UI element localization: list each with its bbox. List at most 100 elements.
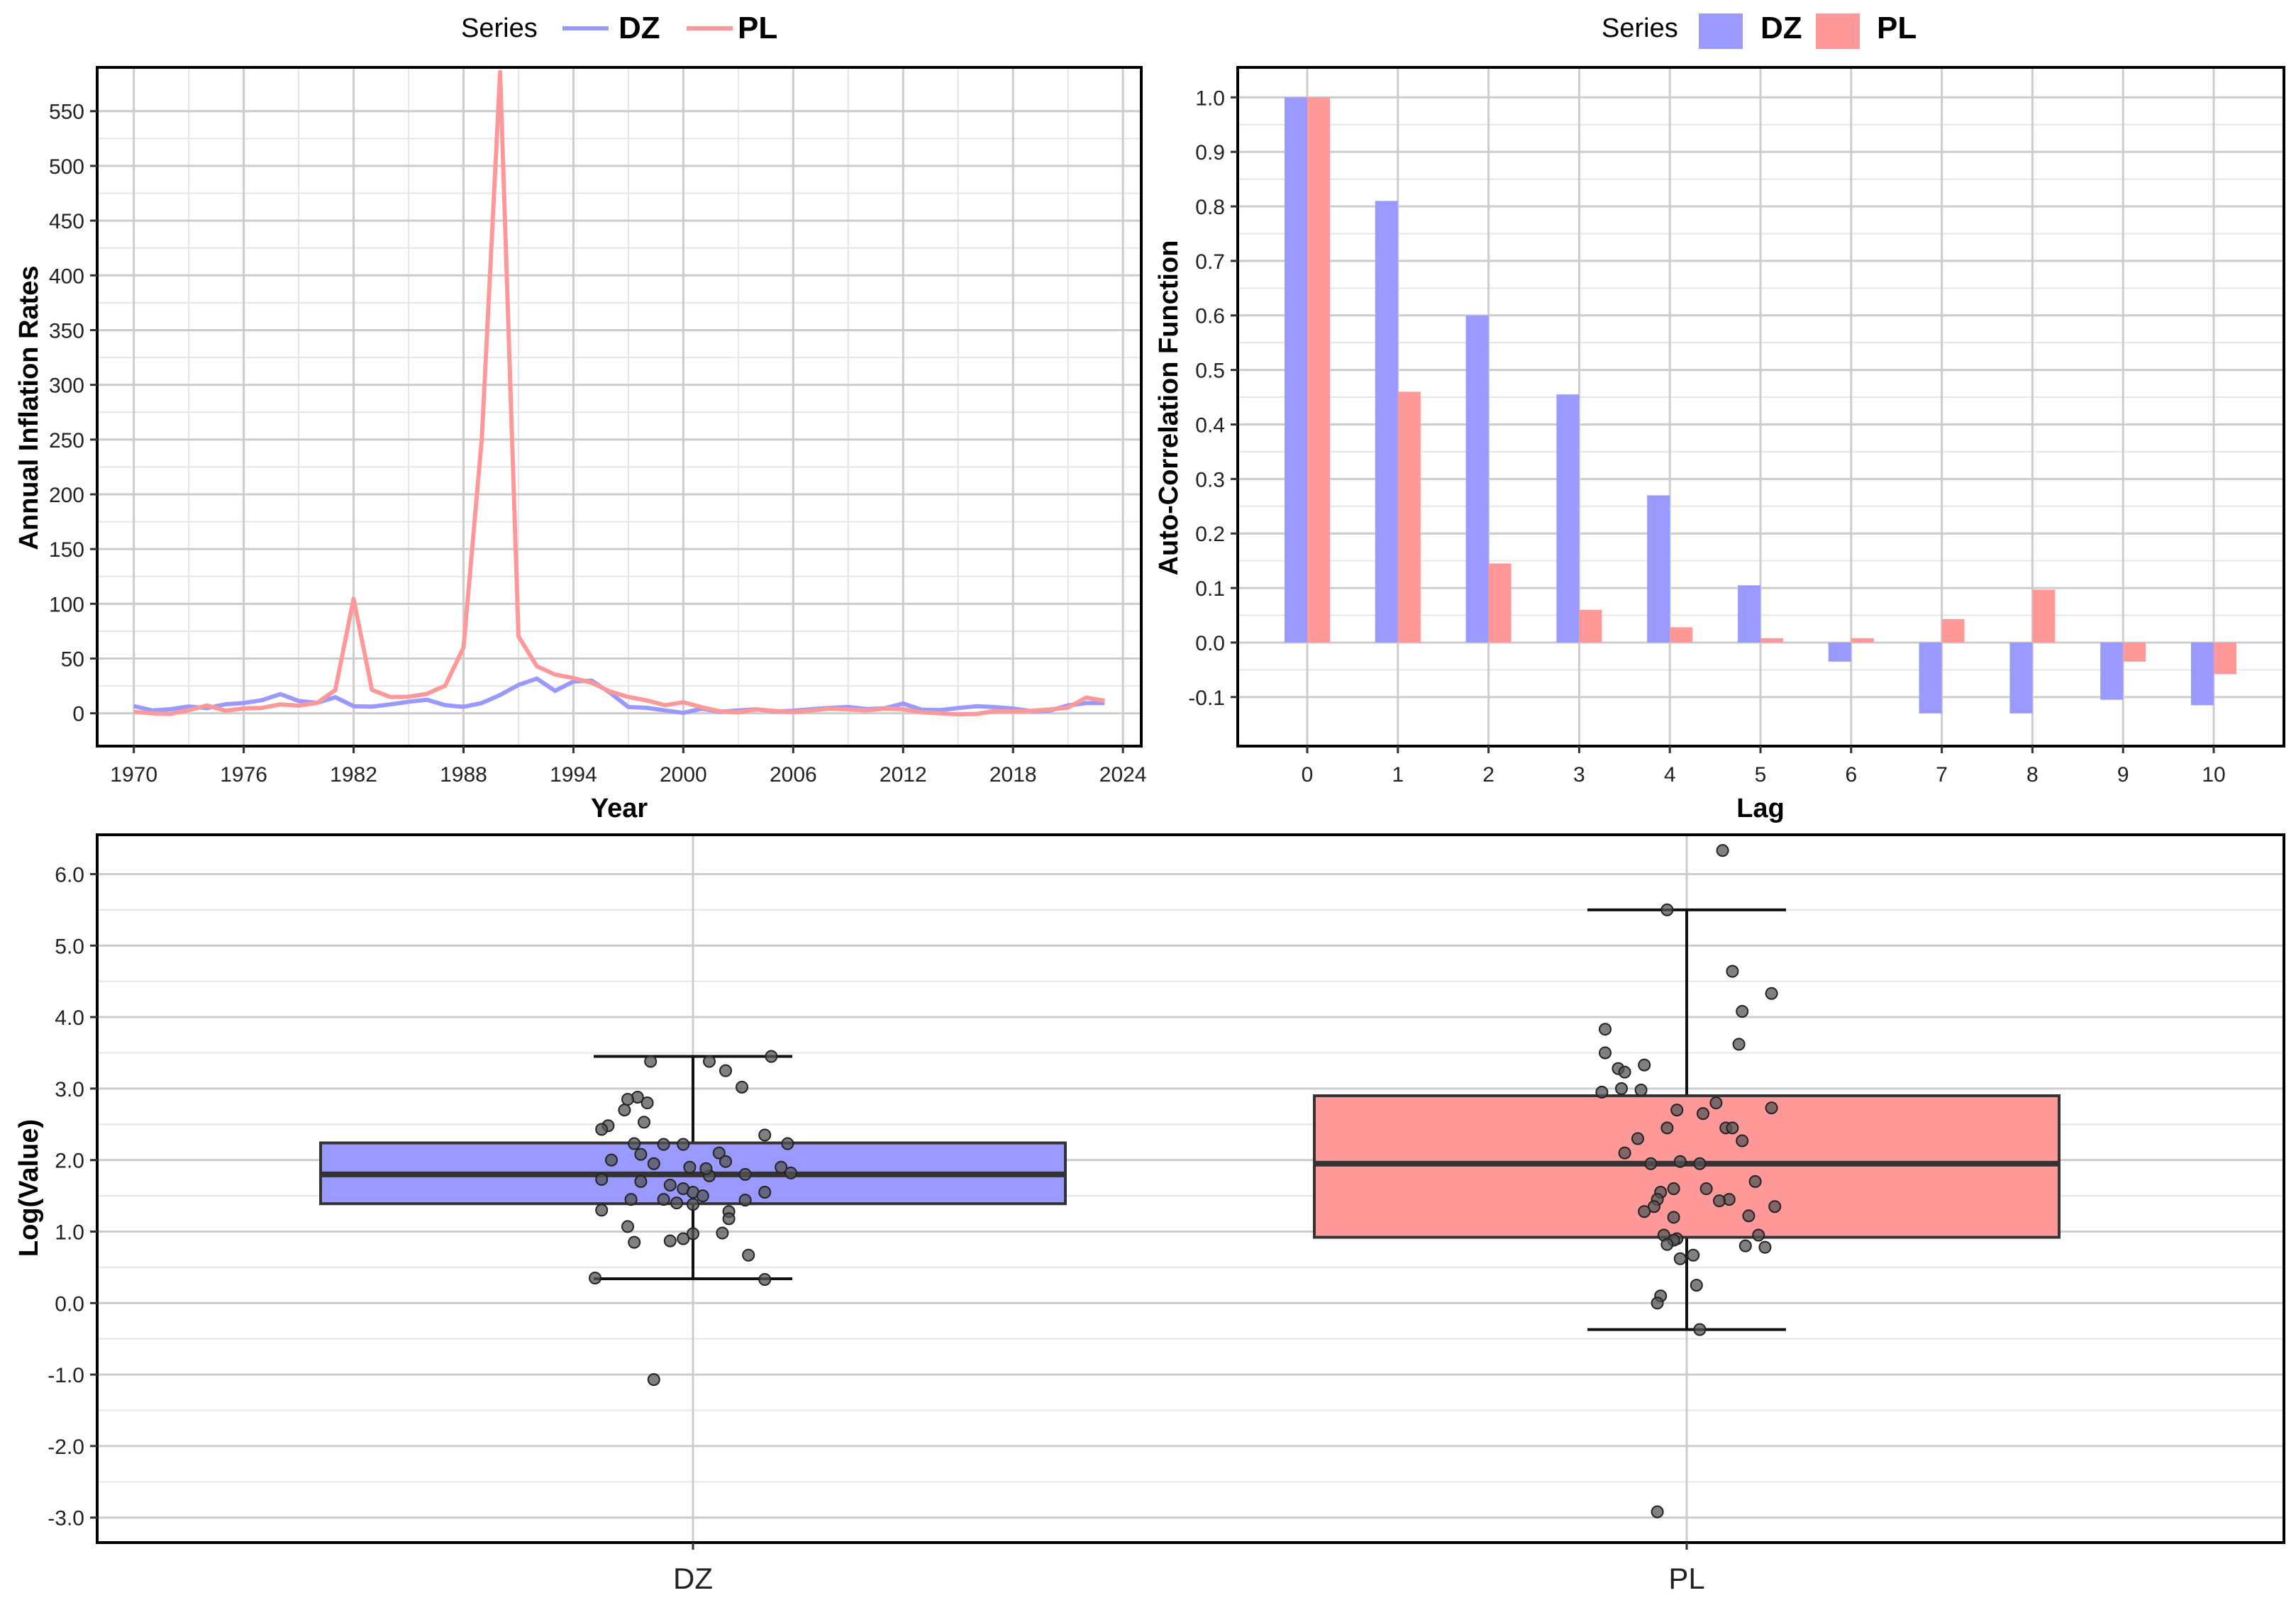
box-point-pl <box>1687 1248 1700 1262</box>
box-x-tick-label: DZ <box>673 1562 713 1595</box>
acf-y-tick-label: 0.9 <box>1195 141 1225 165</box>
box-point-dz <box>775 1160 788 1174</box>
acf-bar-pl <box>1397 391 1421 643</box>
acf-y-tick-label: 0.7 <box>1195 250 1225 274</box>
box-point-dz <box>677 1232 690 1245</box>
line-chart-x-label: Year <box>591 794 648 823</box>
line-chart-y-ticks: 0 50 100 150 200 250 300 350 400 450 500 550 <box>49 101 97 726</box>
acf-chart-bars <box>1285 97 2236 713</box>
line-x-tick-label: 1988 <box>440 763 487 787</box>
box-point-dz <box>621 1220 634 1233</box>
line-chart-series <box>133 70 1105 717</box>
box-point-pl <box>1765 987 1778 1000</box>
box-body-pl <box>1313 1094 2061 1239</box>
box-y-tick-label: 2.0 <box>55 1150 84 1173</box>
acf-x-tick-label: 2 <box>1482 763 1494 787</box>
line-x-tick-label: 1994 <box>550 763 597 787</box>
box-point-pl <box>1716 844 1729 857</box>
line-x-tick-label: 2000 <box>660 763 707 787</box>
box-plot-boxes <box>319 908 2061 1331</box>
line-legend-pl-label: PL <box>738 11 777 45</box>
line-y-tick-label: 500 <box>49 155 84 179</box>
box-point-pl <box>1631 1132 1644 1145</box>
box-point-dz <box>624 1193 638 1206</box>
acf-y-tick-label: 0.4 <box>1195 413 1225 437</box>
box-point-pl <box>1618 1146 1631 1160</box>
box-point-pl <box>1709 1096 1723 1110</box>
box-point-dz <box>595 1123 609 1136</box>
box-point-pl <box>1599 1023 1612 1036</box>
box-point-pl <box>1768 1200 1782 1214</box>
acf-x-tick-label: 4 <box>1664 763 1676 787</box>
box-point-pl <box>1651 1296 1664 1310</box>
acf-bar-pl <box>1488 563 1512 643</box>
acf-y-tick-label: 0.2 <box>1195 523 1225 546</box>
acf-bar-dz <box>1465 315 1489 643</box>
box-point-pl <box>1660 903 1674 916</box>
acf-y-tick-label: 0.1 <box>1195 577 1225 601</box>
acf-bar-pl <box>1941 618 1965 643</box>
box-point-dz <box>628 1235 641 1249</box>
line-y-tick-label: 450 <box>49 210 84 233</box>
box-point-pl <box>1638 1205 1651 1218</box>
box-point-pl <box>1673 1155 1687 1168</box>
box-point-dz <box>712 1146 726 1160</box>
box-plot-points <box>589 844 1782 1518</box>
box-point-dz <box>736 1080 748 1094</box>
acf-bar-pl <box>1579 609 1602 643</box>
box-point-pl <box>1726 965 1739 978</box>
box-point-dz <box>663 1178 677 1192</box>
line-chart-frame <box>96 66 1143 748</box>
box-point-dz <box>628 1137 641 1150</box>
box-point-dz <box>687 1227 699 1240</box>
acf-bar-dz <box>1828 642 1851 662</box>
line-y-tick-label: 550 <box>49 101 84 124</box>
acf-bar-dz <box>2191 642 2214 706</box>
line-y-tick-label: 200 <box>49 484 84 507</box>
line-legend-title: Series <box>461 13 538 43</box>
acf-bar-dz <box>1919 642 1942 713</box>
acf-bar-dz <box>2100 642 2124 700</box>
box-point-pl <box>1699 1182 1713 1195</box>
box-point-pl <box>1726 1121 1739 1135</box>
box-point-dz <box>663 1234 677 1248</box>
acf-bar-pl <box>2214 642 2236 674</box>
box-point-dz <box>758 1186 772 1199</box>
box-point-dz <box>618 1104 631 1117</box>
acf-x-tick-label: 1 <box>1392 763 1404 787</box>
acf-bar-dz <box>1647 495 1670 643</box>
box-y-tick-label: -1.0 <box>48 1364 84 1387</box>
acf-y-tick-label: 0.6 <box>1195 305 1225 328</box>
line-x-tick-label: 1970 <box>110 763 157 787</box>
box-point-pl <box>1660 1238 1674 1251</box>
acf-x-tick-label: 9 <box>2117 763 2129 787</box>
acf-bar-dz <box>1738 585 1760 643</box>
acf-bar-pl <box>1760 638 1783 643</box>
box-x-tick-label: PL <box>1668 1562 1704 1595</box>
box-y-tick-label: -3.0 <box>48 1507 84 1531</box>
line-chart-y-label: Annual Inflation Rates <box>14 265 44 550</box>
box-point-pl <box>1673 1252 1687 1265</box>
box-point-dz <box>640 1096 654 1110</box>
box-point-pl <box>1748 1174 1762 1188</box>
box-point-pl <box>1738 1239 1752 1253</box>
acf-bar-dz <box>2009 642 2033 713</box>
line-x-tick-label: 1982 <box>330 763 377 787</box>
box-y-tick-label: 1.0 <box>55 1221 84 1244</box>
box-point-pl <box>1667 1182 1680 1195</box>
box-point-pl <box>1736 1004 1749 1018</box>
box-point-dz <box>719 1155 732 1168</box>
box-point-pl <box>1599 1046 1612 1060</box>
box-point-dz <box>605 1153 618 1167</box>
box-point-dz <box>634 1174 648 1188</box>
box-point-pl <box>1732 1038 1746 1051</box>
line-legend-dz-label: DZ <box>619 11 660 45</box>
box-point-dz <box>644 1055 658 1068</box>
box-point-pl <box>1667 1211 1680 1224</box>
box-point-dz <box>758 1273 772 1287</box>
box-point-pl <box>1765 1101 1778 1115</box>
box-point-pl <box>1690 1279 1703 1292</box>
box-plot-panel: DZ PL -3.0 -2.0 -1.0 0.0 1.0 2.0 3.0 4.0 5.0 6.0 L… <box>14 833 2285 1595</box>
box-point-dz <box>647 1373 660 1387</box>
